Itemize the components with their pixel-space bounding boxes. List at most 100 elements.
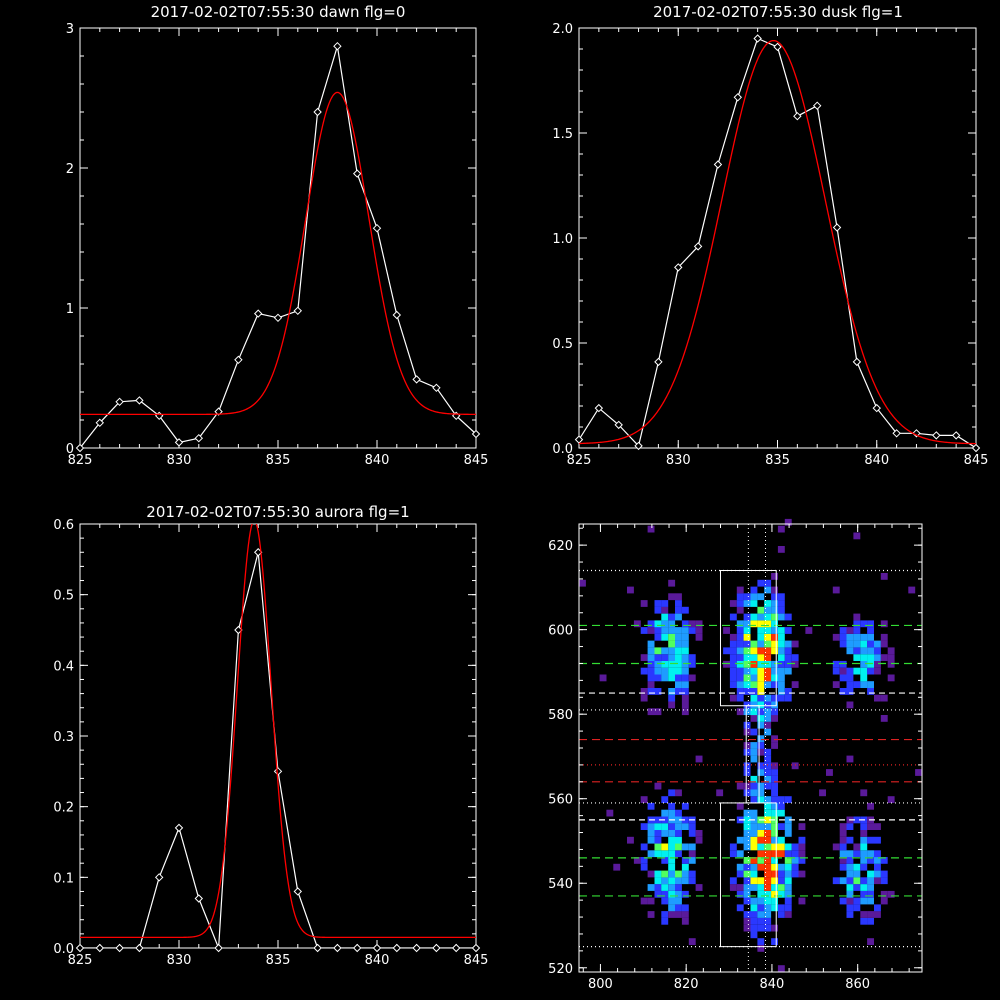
heatmap-cell (757, 877, 765, 885)
data-point-marker (372, 223, 382, 233)
heatmap-cell (688, 857, 696, 864)
heatmap-cell (846, 863, 854, 871)
heatmap-cell (654, 830, 662, 837)
heatmap-cell (839, 836, 847, 844)
heatmap-cell (654, 816, 662, 824)
heatmap-cell (654, 688, 662, 695)
heatmap-cell (736, 660, 744, 668)
heatmap-cell (661, 830, 669, 837)
heatmap-cell (771, 830, 778, 837)
heatmap-cell (771, 890, 778, 898)
heatmap-cell (654, 708, 662, 716)
heatmap-cell (771, 573, 778, 580)
heatmap-cell (757, 945, 765, 952)
heatmap-cell (771, 850, 778, 858)
heatmap-cell (736, 850, 744, 858)
heatmap-cell (880, 870, 888, 878)
y-tick-label: 580 (548, 708, 573, 723)
heatmap-cell (777, 593, 785, 601)
heatmap-cell (647, 667, 655, 675)
heatmap-cell (764, 627, 772, 634)
y-tick-label: 540 (548, 877, 573, 892)
heatmap-cell (791, 762, 799, 770)
heatmap-cell (675, 816, 682, 824)
heatmap-cell (688, 674, 696, 682)
heatmap-cell (661, 606, 669, 614)
heatmap-cell (654, 620, 662, 628)
heatmap-cell (764, 775, 772, 783)
heatmap-cell (743, 688, 751, 695)
heatmap-cell (764, 836, 772, 844)
heatmap-cell (736, 674, 744, 682)
heatmap-cell (771, 701, 778, 709)
heatmap-cell (750, 904, 758, 912)
heatmap-cell (668, 850, 676, 858)
heatmap-cell (661, 911, 669, 918)
heatmap-cell (757, 911, 765, 918)
heatmap-cell (633, 857, 641, 864)
data-point-marker (412, 375, 421, 384)
heatmap-cell (743, 613, 751, 621)
heatmap-cell (723, 627, 730, 634)
heatmap-cell (743, 667, 751, 675)
heatmap-cell (688, 620, 696, 628)
heatmap-cell (743, 769, 751, 776)
heatmap-cell (675, 660, 682, 668)
heatmap-cell (668, 593, 676, 601)
heatmap-cell (681, 620, 689, 628)
heatmap-cell (846, 823, 854, 830)
x-tick-label: 825 (68, 453, 93, 468)
heatmap-cell (826, 769, 833, 776)
heatmap-cell (846, 870, 854, 878)
heatmap-cell (839, 688, 847, 695)
heatmap-cell (860, 823, 868, 830)
y-tick-label: 1.0 (552, 232, 573, 247)
heatmap-cell (867, 836, 874, 844)
heatmap-cell (736, 606, 744, 614)
heatmap-cell (743, 633, 751, 641)
heatmap-cell (771, 904, 778, 912)
heatmap-cell (791, 640, 799, 648)
data-point-marker (333, 943, 342, 953)
heatmap-cell (640, 694, 648, 702)
heatmap-cell (757, 748, 765, 756)
x-tick-label: 840 (760, 977, 785, 992)
heatmap-cell (750, 917, 758, 925)
heatmap-cell (771, 884, 778, 891)
heatmap-cell (777, 647, 785, 655)
heatmap-cell (846, 884, 854, 891)
plot-frame (79, 523, 477, 949)
heatmap-cell (681, 654, 689, 661)
heatmap-cell (846, 627, 854, 634)
heatmap-cell (750, 863, 758, 871)
heatmap-cell (661, 823, 669, 830)
heatmap-cell (771, 708, 778, 716)
heatmap-cell (654, 667, 662, 675)
heatmap-cell (613, 863, 621, 871)
heatmap-cell (750, 884, 758, 891)
heatmap-cell (647, 688, 655, 695)
y-tick-label: 0 (66, 442, 74, 457)
heatmap-cell (750, 742, 758, 749)
heatmap-cell (784, 654, 792, 661)
heatmap-cell (681, 647, 689, 655)
heatmap-cell (654, 627, 662, 634)
heatmap-cell (757, 830, 765, 837)
heatmap-cell (819, 789, 826, 797)
heatmap-cell (771, 836, 778, 844)
heatmap-cell (668, 843, 676, 851)
heatmap-cell (764, 620, 772, 628)
data-point-marker (932, 431, 941, 440)
heatmap-cell (668, 674, 676, 682)
heatmap-cell (757, 654, 765, 661)
heatmap-cell (846, 667, 854, 675)
heatmap-cell (764, 809, 772, 817)
heatmap-cell (654, 843, 662, 851)
plot-frame (79, 27, 477, 449)
heatmap-cell (867, 620, 874, 628)
data-point-marker (154, 873, 164, 882)
heatmap-cell (743, 897, 751, 905)
heatmap-cell (750, 789, 758, 797)
heatmap-cell (839, 823, 847, 830)
heatmap-cell (791, 870, 799, 878)
